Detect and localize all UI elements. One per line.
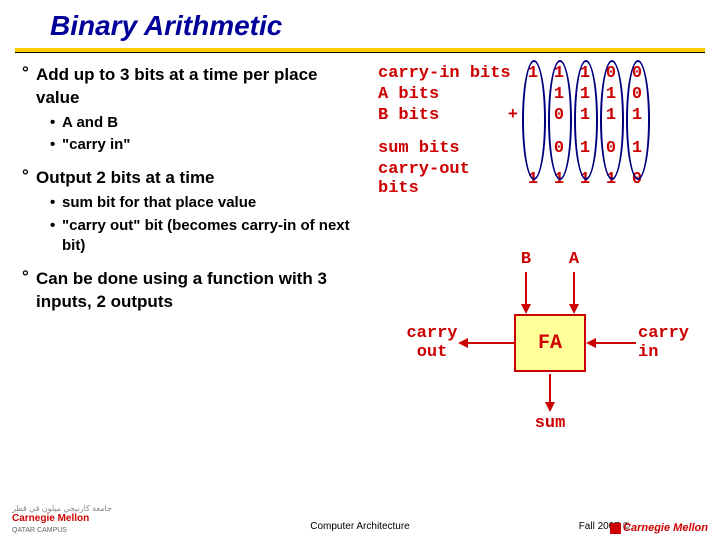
plus-sign: + [504,106,518,125]
arrow-cin-head [586,338,596,348]
bullet-3: Can be done using a function with 3 inpu… [22,268,352,314]
arrow-sum-line [549,374,551,404]
cmu-text: Carnegie Mellon [623,522,708,534]
label-b-bits: B bits [378,106,520,125]
arrow-a-head [569,304,579,314]
bullet-list: Add up to 3 bits at a time per place val… [22,64,352,317]
bullet-3-text: Can be done using a function with 3 inpu… [36,269,327,311]
bullet-2-sub1: sum bit for that place value [50,193,352,213]
bullet-1: Add up to 3 bits at a time per place val… [22,64,352,110]
label-carry-in: carry-in bits [378,64,520,83]
arrow-sum-head [545,402,555,412]
column-oval-3 [574,60,598,180]
label-carry-in: carry in [638,324,698,362]
arrow-a-line [573,272,575,306]
bullet-2-sub2: "carry out" bit (becomes carry-in of nex… [50,216,352,257]
bullet-1-text: Add up to 3 bits at a time per place val… [36,65,318,107]
bullet-1-sub2: "carry in" [50,135,352,155]
label-sum-bits: sum bits [378,139,520,158]
arrow-cout-line [466,342,514,344]
column-oval-5 [626,60,650,180]
title-underline-black [15,52,705,53]
arrow-b-head [521,304,531,314]
label-b: B [516,250,536,269]
label-a: A [564,250,584,269]
cmu-block-icon [610,523,621,534]
fa-box: FA [514,314,586,372]
label-a-bits: A bits [378,85,520,104]
label-sum: sum [530,414,570,433]
qatar-arabic: جامعة كارنيجي ميلون في قطر [12,504,112,513]
column-oval-2 [548,60,572,180]
label-carry-out: carry out [402,324,462,362]
slide-title: Binary Arithmetic [50,10,282,42]
full-adder-diagram: B A FA carry in carry out sum [410,250,700,470]
bullet-2-text: Output 2 bits at a time [36,168,215,187]
bullet-1-sub1: A and B [50,113,352,133]
label-carry-out: carry-out bits [378,160,520,198]
cmu-logo: Carnegie Mellon [610,522,708,534]
column-oval-4 [600,60,624,180]
bullet-2: Output 2 bits at a time [22,167,352,190]
column-oval-1 [522,60,546,180]
arrow-b-line [525,272,527,306]
